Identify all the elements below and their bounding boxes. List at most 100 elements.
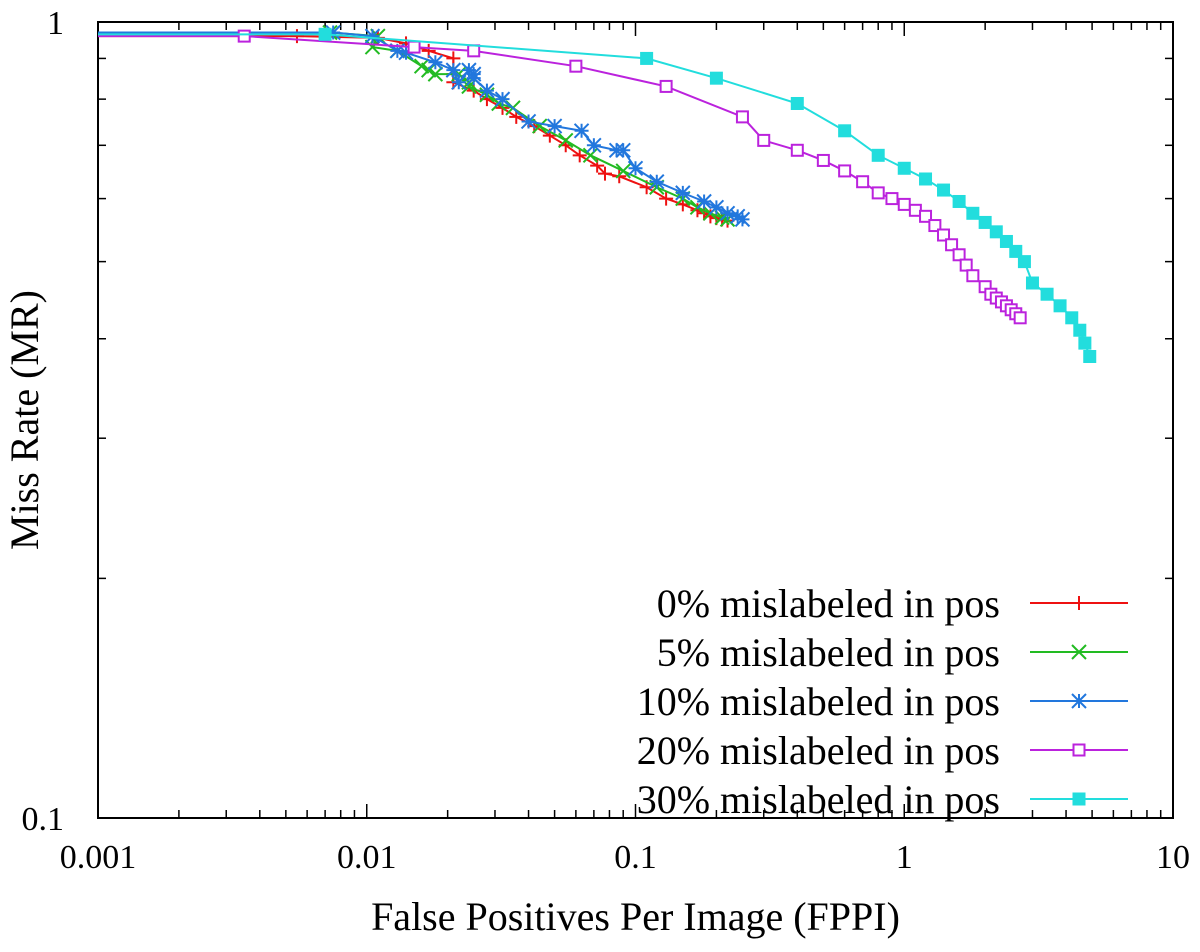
data-point (1083, 349, 1097, 363)
data-point (696, 193, 712, 210)
data-point (615, 163, 631, 179)
data-point (1025, 276, 1039, 290)
data-point (1040, 287, 1054, 301)
legend-label: 5% mislabeled in pos (657, 630, 1000, 675)
data-point (919, 209, 933, 223)
data-point (640, 51, 654, 65)
x-tick-label: 0.001 (60, 839, 137, 876)
data-point (479, 82, 495, 99)
data-point (494, 91, 511, 107)
data-point (871, 148, 885, 162)
data-point (427, 54, 444, 70)
data-point (885, 192, 899, 206)
data-point (318, 27, 332, 41)
data-point (1071, 693, 1087, 709)
series-4 (98, 27, 1097, 363)
data-point (897, 161, 911, 175)
data-point (413, 58, 430, 74)
data-point (734, 211, 751, 228)
legend-item: 10% mislabeled in pos (637, 679, 1128, 724)
legend-label: 0% mislabeled in pos (657, 581, 1000, 626)
data-point (364, 39, 381, 55)
data-point (1009, 244, 1023, 258)
data-point (1013, 311, 1027, 325)
data-point (445, 62, 462, 78)
data-point (838, 164, 852, 178)
data-point (558, 132, 574, 149)
legend-item: 20% mislabeled in pos (637, 728, 1128, 773)
data-point (952, 248, 966, 262)
series-0 (98, 29, 735, 228)
x-axis-title: False Positives Per Image (FPPI) (371, 894, 900, 939)
data-point (1072, 596, 1086, 610)
data-point (790, 143, 804, 157)
data-point (364, 28, 381, 44)
y-tick-label: 1 (47, 5, 64, 42)
data-point (1078, 336, 1092, 350)
data-point (945, 238, 959, 252)
legend-label: 30% mislabeled in pos (637, 777, 1000, 822)
data-point (615, 142, 631, 158)
data-point (735, 110, 749, 124)
data-point (952, 194, 966, 208)
data-point (928, 219, 942, 233)
data-point (520, 113, 537, 130)
data-point (675, 185, 691, 201)
data-point (627, 160, 644, 176)
y-tick-label: 0.1 (22, 801, 65, 838)
data-point (325, 24, 341, 41)
data-point (708, 199, 725, 216)
series-line (98, 31, 728, 221)
legend-item: 30% mislabeled in pos (637, 777, 1128, 822)
legend-label: 20% mislabeled in pos (637, 728, 1000, 773)
axis-ticks (97, 21, 1174, 819)
data-point (237, 29, 251, 43)
series-2 (98, 24, 751, 228)
series-layer (98, 24, 1097, 363)
data-point (398, 45, 414, 61)
data-point (465, 70, 482, 86)
x-tick-label: 0.1 (614, 839, 657, 876)
axis-labels: 0.001 0.01 0.1 1 10 0.1 1 False Positives Per I… (2, 5, 1190, 939)
data-point (719, 205, 736, 222)
data-point (649, 174, 665, 190)
data-point (1072, 792, 1086, 806)
data-point (407, 40, 421, 54)
data-point (959, 258, 973, 272)
legend-item: 5% mislabeled in pos (657, 630, 1128, 675)
legend-label: 10% mislabeled in pos (637, 679, 1000, 724)
data-point (937, 228, 951, 242)
data-point (919, 172, 933, 186)
data-point (897, 197, 911, 211)
data-point (1072, 743, 1086, 757)
series-line (98, 35, 728, 222)
data-point (569, 59, 583, 73)
data-point (966, 206, 980, 220)
data-point (597, 166, 612, 181)
x-tick-label: 0.01 (337, 839, 397, 876)
data-point (856, 175, 870, 189)
data-point (289, 29, 304, 44)
data-point (659, 79, 673, 93)
x-tick-label: 1 (896, 839, 913, 876)
plot-frame (97, 21, 1174, 819)
y-axis-title: Miss Rate (MR) (2, 290, 47, 550)
series-3 (98, 29, 1027, 325)
data-point (838, 124, 852, 138)
data-point (966, 269, 980, 283)
data-point (446, 51, 461, 66)
data-point (978, 215, 992, 229)
data-point (546, 118, 563, 134)
data-point (389, 43, 406, 59)
data-point (816, 153, 830, 167)
data-point (427, 66, 444, 82)
data-point (582, 147, 599, 164)
legend-item: 0% mislabeled in pos (657, 581, 1128, 626)
data-point (451, 74, 467, 90)
data-point (1073, 323, 1087, 337)
data-point (757, 133, 771, 147)
data-point (1071, 644, 1087, 660)
